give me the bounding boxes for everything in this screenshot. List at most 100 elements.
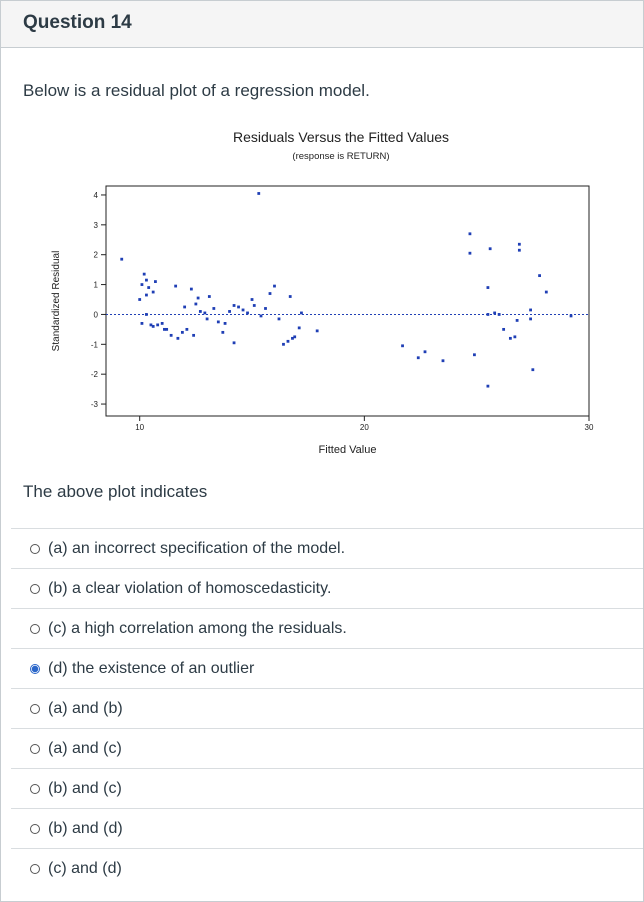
radio-button[interactable] (30, 783, 40, 794)
chart-title: Residuals Versus the Fitted Values (232, 129, 450, 145)
answer-option[interactable]: (b) a clear violation of homoscedasticit… (11, 568, 643, 608)
plot-frame (105, 185, 590, 417)
data-point (176, 336, 180, 340)
radio-button-selected[interactable] (30, 663, 40, 674)
data-point (212, 307, 216, 310)
answer-option[interactable]: (c) and (d) (11, 848, 643, 888)
y-axis-label: Standardized Residual (51, 251, 62, 352)
x-tick-label: 30 (585, 423, 594, 432)
data-point (486, 286, 490, 289)
data-point (151, 290, 155, 294)
data-point (145, 313, 148, 316)
residual-plot: Residuals Versus the Fitted Values (resp… (41, 123, 601, 468)
data-point (473, 353, 476, 357)
data-point (515, 319, 519, 322)
data-point (189, 287, 193, 291)
data-point (180, 330, 184, 334)
x-axis-label: Fitted Value (319, 444, 377, 456)
question-title: Question 14 (23, 12, 132, 33)
radio-button[interactable] (30, 543, 40, 554)
answer-option[interactable]: (b) and (c) (11, 768, 643, 808)
data-point (544, 290, 548, 294)
data-point (268, 292, 272, 295)
data-point (165, 327, 169, 331)
answer-option[interactable]: (a) and (c) (11, 728, 643, 768)
data-point (538, 274, 541, 278)
data-point (423, 350, 427, 354)
data-point (529, 317, 532, 321)
answer-option-label: (b) and (c) (48, 779, 122, 797)
data-point (163, 327, 166, 331)
data-point (205, 317, 209, 321)
data-point (232, 341, 236, 345)
data-point (297, 326, 301, 330)
data-point (198, 310, 202, 313)
data-point (183, 305, 187, 309)
data-point (241, 308, 245, 312)
data-point (493, 311, 497, 315)
data-point (151, 324, 155, 328)
data-point (259, 314, 263, 318)
data-point (138, 298, 142, 301)
data-point (140, 322, 144, 325)
answer-option[interactable]: (d) the existence of an outlier (11, 648, 643, 688)
x-tick-label: 20 (360, 423, 369, 432)
data-point (145, 293, 148, 297)
data-point (486, 313, 490, 316)
chart-subtitle: (response is RETURN) (292, 151, 390, 162)
data-point (502, 327, 506, 331)
data-point (207, 295, 211, 298)
x-tick-label: 10 (135, 423, 144, 432)
data-point (282, 342, 285, 346)
data-point (315, 329, 319, 333)
data-point (120, 257, 124, 261)
data-point (142, 272, 146, 276)
data-point (149, 323, 153, 327)
y-tick-label: 0 (94, 310, 99, 319)
data-point (416, 356, 420, 360)
answer-option-label: (a) and (c) (48, 739, 122, 757)
answer-options: (a) an incorrect specification of the mo… (11, 528, 643, 888)
radio-button[interactable] (30, 863, 40, 874)
data-point (154, 280, 157, 283)
data-point (156, 323, 160, 327)
data-point (277, 317, 281, 321)
data-point (257, 192, 261, 195)
radio-button[interactable] (30, 703, 40, 714)
data-point (250, 298, 254, 301)
radio-button[interactable] (30, 823, 40, 834)
data-point (401, 344, 404, 348)
data-point (529, 308, 532, 312)
data-point (145, 278, 148, 282)
answer-option-label: (a) and (b) (48, 699, 123, 717)
data-point (194, 302, 198, 306)
data-point (228, 310, 231, 313)
data-point (288, 295, 292, 298)
data-point (293, 335, 297, 339)
data-point (486, 384, 490, 388)
data-point (147, 286, 151, 289)
data-point (203, 311, 207, 315)
data-point (196, 296, 200, 300)
data-point (192, 333, 196, 337)
radio-button[interactable] (30, 743, 40, 754)
y-tick-label: 2 (94, 251, 99, 260)
data-point (273, 284, 276, 288)
answer-option-label: (d) the existence of an outlier (48, 659, 255, 677)
answer-option[interactable]: (c) a high correlation among the residua… (11, 608, 643, 648)
question-prompt: Below is a residual plot of a regression… (23, 81, 370, 100)
radio-button[interactable] (30, 623, 40, 634)
answer-option[interactable]: (a) an incorrect specification of the mo… (11, 528, 643, 568)
answer-option[interactable]: (b) and (d) (11, 808, 643, 848)
radio-button[interactable] (30, 583, 40, 594)
answer-option-label: (b) and (d) (48, 819, 123, 837)
answer-option-label: (a) an incorrect specification of the mo… (48, 539, 346, 557)
answer-option-label: (c) and (d) (48, 859, 122, 877)
question-header: Question 14 (1, 1, 643, 48)
answer-option[interactable]: (a) and (b) (11, 688, 643, 728)
data-point (488, 247, 492, 251)
y-tick-label: 3 (94, 221, 99, 230)
data-point (291, 336, 294, 340)
data-point (252, 304, 256, 307)
